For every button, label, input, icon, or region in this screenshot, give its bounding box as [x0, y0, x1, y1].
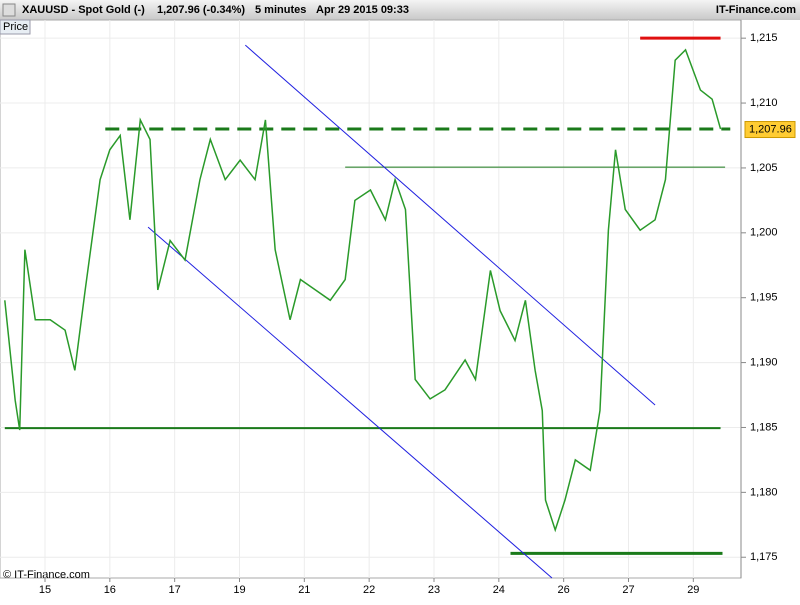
panel-label: Price	[3, 21, 28, 33]
y-tick-label: 1,180	[750, 486, 778, 498]
quote: 1,207.96 (-0.34%)	[157, 4, 245, 16]
footer: © IT-Finance.com	[3, 569, 90, 581]
x-tick-label: 24	[493, 584, 505, 596]
y-tick-label: 1,215	[750, 32, 778, 44]
y-tick-label: 1,205	[750, 162, 778, 174]
last-price-label: 1,207.96	[749, 123, 792, 135]
x-tick-label: 16	[104, 584, 116, 596]
annotation-line	[147, 226, 553, 579]
header-icon	[2, 3, 16, 17]
symbol: XAUUSD - Spot Gold (-)	[22, 4, 145, 16]
x-tick-label: 27	[622, 584, 634, 596]
interval: 5 minutes	[255, 4, 306, 16]
x-tick-label: 19	[233, 584, 245, 596]
y-tick-label: 1,190	[750, 356, 778, 368]
brand: IT-Finance.com	[716, 4, 796, 16]
x-tick-label: 21	[298, 584, 310, 596]
y-tick-label: 1,210	[750, 97, 778, 109]
x-tick-label: 15	[39, 584, 51, 596]
x-tick-label: 23	[428, 584, 440, 596]
header-bar	[0, 0, 800, 20]
x-tick-label: 26	[558, 584, 570, 596]
y-tick-label: 1,175	[750, 551, 778, 563]
panel-tab	[0, 19, 31, 35]
x-tick-label: 22	[363, 584, 375, 596]
plot-area	[0, 19, 742, 579]
x-tick-label: 29	[687, 584, 699, 596]
time: Apr 29 2015 09:33	[316, 4, 409, 16]
annotation-line	[244, 44, 656, 406]
price-line	[4, 48, 722, 533]
x-tick-label: 17	[169, 584, 181, 596]
y-tick-label: 1,195	[750, 292, 778, 304]
y-tick-label: 1,200	[750, 227, 778, 239]
y-tick-label: 1,185	[750, 421, 778, 433]
last-price-box	[744, 121, 796, 139]
